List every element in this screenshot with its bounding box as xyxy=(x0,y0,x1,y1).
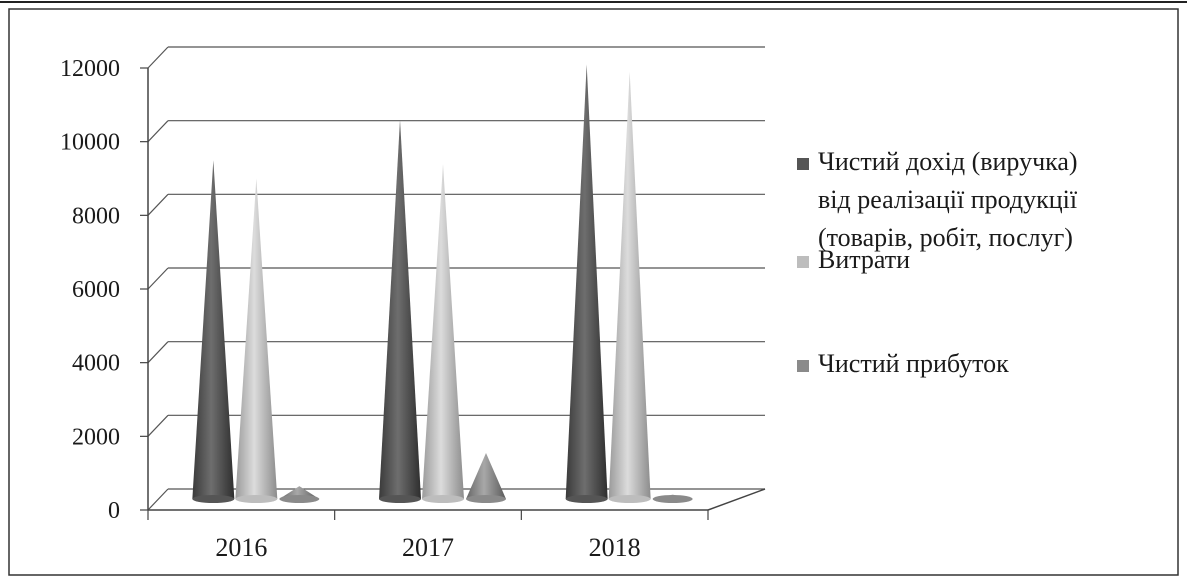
cone-base xyxy=(466,495,506,503)
legend-swatch xyxy=(797,158,809,170)
cone-mark xyxy=(235,178,278,503)
legend-swatch xyxy=(797,360,809,372)
cone-body xyxy=(565,64,608,499)
cone-mark xyxy=(422,163,464,503)
cone-base xyxy=(608,495,651,503)
cone-mark xyxy=(192,160,235,503)
cone-mark xyxy=(565,64,608,503)
x-tick-label: 2017 xyxy=(402,533,454,562)
axes xyxy=(140,67,766,520)
cone-body xyxy=(608,71,651,499)
cone-base xyxy=(565,495,608,503)
gridline-diag xyxy=(147,193,169,216)
cone-marks xyxy=(192,64,693,503)
y-tick-label: 2000 xyxy=(72,424,120,450)
gridline-diag xyxy=(147,120,169,143)
legend-label: (товарів, робіт, послуг) xyxy=(818,223,1073,252)
x-tick-label: 2018 xyxy=(589,533,641,562)
legend-swatch xyxy=(797,256,809,268)
cone-mark xyxy=(279,486,320,503)
y-tick-label: 10000 xyxy=(60,130,120,156)
x-tick-labels: 2016 2017 2018 xyxy=(215,533,640,562)
cone-body xyxy=(422,163,464,500)
cone-base xyxy=(379,495,421,503)
gridline-diag xyxy=(147,488,169,511)
cone-base xyxy=(652,495,693,503)
legend-label: Чистий прибуток xyxy=(818,349,1009,378)
legend: Чистий дохід (виручка) від реалізації про… xyxy=(797,147,1078,378)
cone-mark xyxy=(652,494,693,503)
cone-base xyxy=(279,495,320,503)
cone-base xyxy=(192,495,235,503)
cone-base xyxy=(235,495,278,503)
y-tick-label: 6000 xyxy=(72,277,120,303)
y-tick-label: 12000 xyxy=(60,56,120,82)
gridline-diag xyxy=(147,414,169,437)
cone-body xyxy=(235,178,278,500)
gridline-diag xyxy=(147,267,169,290)
legend-label: Витрати xyxy=(818,245,910,274)
y-tick-label: 8000 xyxy=(72,203,120,229)
y-tick-label: 4000 xyxy=(72,351,120,377)
cone-body xyxy=(192,160,235,499)
x-tick-label: 2016 xyxy=(215,533,267,562)
legend-label: від реалізації продукції xyxy=(818,185,1078,214)
legend-label: Чистий дохід (виручка) xyxy=(818,147,1078,176)
cone-mark xyxy=(466,452,506,503)
cone-mark xyxy=(608,71,651,503)
y-tick-label: 0 xyxy=(108,498,120,524)
gridline-diag xyxy=(147,46,169,69)
cone-mark xyxy=(379,119,421,503)
y-tick-labels: 0 2000 4000 6000 8000 10000 12000 xyxy=(60,56,120,524)
cone-base xyxy=(422,495,464,503)
cone-body xyxy=(466,452,506,499)
gridline-diag xyxy=(147,341,169,364)
cone-body xyxy=(379,119,421,499)
floor-edge xyxy=(707,488,766,511)
